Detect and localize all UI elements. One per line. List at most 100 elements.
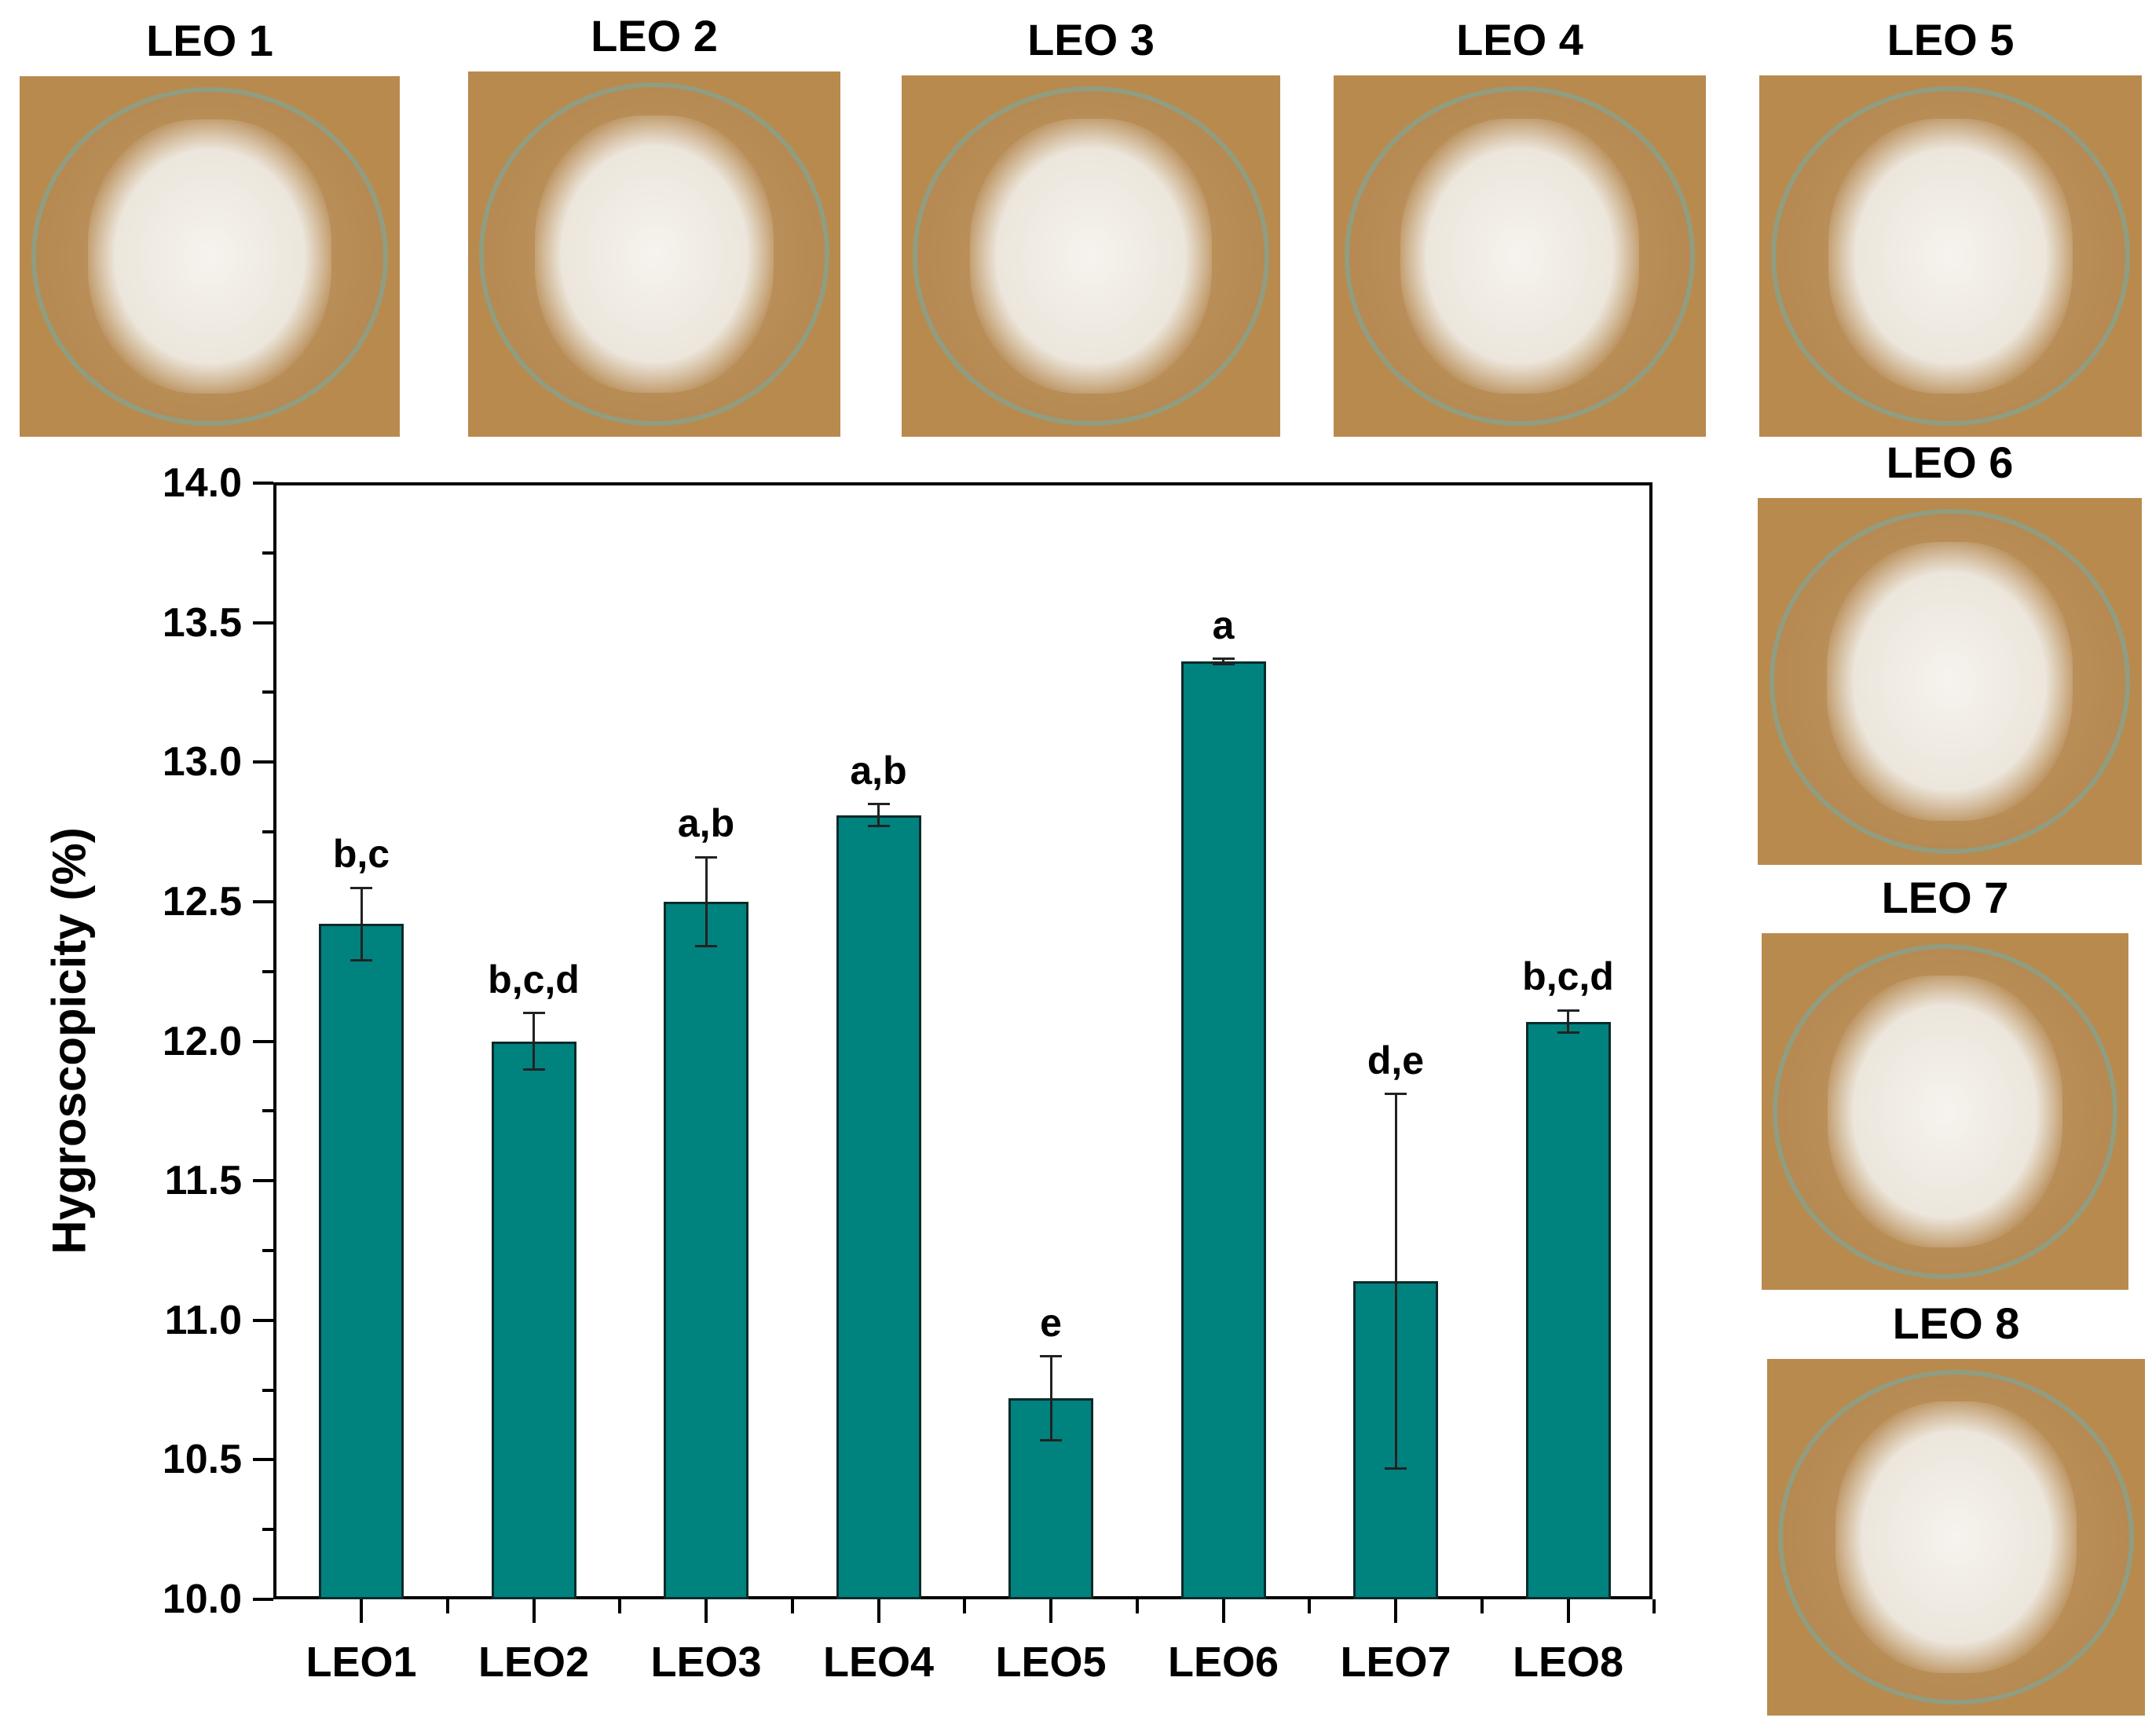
x-tick (360, 1599, 363, 1623)
bar-leo1 (319, 924, 404, 1599)
significance-letter: b,c (332, 832, 390, 877)
bar-leo4 (836, 815, 921, 1599)
significance-letter: b,c,d (488, 957, 580, 1002)
x-minor-tick (1652, 1599, 1656, 1613)
x-tick-label: LEO2 (478, 1639, 590, 1686)
y-tick (253, 621, 273, 624)
photo-label: LEO 3 (1027, 15, 1155, 64)
x-tick-label: LEO1 (306, 1639, 417, 1686)
sample-photo (1334, 75, 1706, 437)
significance-letter: a,b (850, 748, 907, 793)
sample-photo (468, 71, 840, 437)
y-tick (253, 1318, 273, 1322)
error-bar-cap (695, 855, 717, 859)
x-minor-tick (1480, 1599, 1484, 1613)
powder-sample (1828, 976, 2062, 1247)
x-minor-tick (618, 1599, 622, 1613)
y-tick (253, 1598, 273, 1601)
x-tick (532, 1599, 536, 1623)
error-bar-cap (1385, 1093, 1407, 1096)
y-tick (262, 1109, 273, 1113)
bar-leo2 (491, 1041, 576, 1599)
error-bar-cap (350, 958, 372, 961)
sample-photo (1759, 75, 2142, 437)
sample-photo (1762, 933, 2128, 1290)
y-tick-label: 11.0 (164, 1297, 242, 1343)
x-tick-label: LEO3 (650, 1639, 762, 1686)
x-tick-label: LEO8 (1512, 1639, 1624, 1686)
x-tick (1221, 1599, 1225, 1623)
x-tick (1049, 1599, 1052, 1623)
x-minor-tick (1308, 1599, 1312, 1613)
significance-letter: a (1212, 602, 1235, 647)
photo-label: LEO 5 (1887, 15, 2015, 64)
y-tick (262, 1528, 273, 1532)
error-bar-cap (695, 945, 717, 948)
powder-sample (1828, 119, 2073, 394)
error-bar (360, 888, 363, 961)
error-bar-cap (1212, 663, 1235, 666)
y-tick (253, 899, 273, 903)
powder-sample (969, 119, 1213, 394)
y-tick (262, 1388, 273, 1392)
sample-photo (1767, 1359, 2145, 1716)
y-tick (253, 482, 273, 485)
y-tick (253, 760, 273, 764)
y-tick (262, 969, 273, 973)
x-minor-tick (445, 1599, 449, 1613)
y-tick (253, 1458, 273, 1462)
error-bar-cap (1040, 1355, 1062, 1358)
error-bar (877, 804, 880, 826)
bar-leo8 (1525, 1021, 1611, 1599)
error-bar (533, 1013, 535, 1070)
error-bar-cap (1212, 657, 1235, 661)
sample-photo (902, 75, 1280, 437)
error-bar-cap (522, 1012, 545, 1015)
y-tick (262, 830, 273, 834)
y-tick-label: 13.0 (162, 739, 242, 786)
significance-letter: b,c,d (1522, 954, 1614, 999)
y-tick-label: 10.0 (162, 1577, 242, 1622)
significance-letter: e (1040, 1300, 1062, 1345)
x-minor-tick (963, 1599, 967, 1613)
sample-photo (20, 76, 400, 437)
error-bar-cap (1040, 1439, 1062, 1441)
photo-label: LEO 7 (1881, 873, 2009, 922)
powder-sample (1400, 119, 1639, 394)
sample-photo (1758, 498, 2142, 865)
error-bar (1394, 1093, 1397, 1469)
y-tick (253, 1039, 273, 1043)
photo-label: LEO 2 (591, 11, 718, 60)
y-tick (262, 1248, 273, 1252)
x-tick-label: LEO5 (995, 1639, 1107, 1686)
error-bar (1049, 1356, 1052, 1441)
x-tick (1566, 1599, 1570, 1623)
powder-sample (88, 119, 331, 394)
y-tick-label: 11.5 (164, 1158, 242, 1204)
error-bar-cap (867, 825, 890, 828)
error-bar-cap (350, 886, 372, 889)
x-tick (877, 1599, 880, 1623)
bar-leo3 (664, 901, 748, 1599)
x-tick-label: LEO7 (1340, 1639, 1451, 1686)
y-tick (253, 1179, 273, 1183)
x-tick (705, 1599, 708, 1623)
y-tick-label: 12.0 (162, 1018, 242, 1064)
y-tick-label: 13.5 (162, 599, 242, 646)
error-bar-cap (1557, 1031, 1579, 1035)
photo-label: LEO 1 (146, 16, 273, 65)
photo-label: LEO 4 (1456, 15, 1583, 64)
significance-letter: a,b (677, 801, 735, 846)
x-tick (1394, 1599, 1397, 1623)
significance-letter: d,e (1367, 1038, 1425, 1082)
error-bar-cap (1557, 1009, 1579, 1012)
y-tick-label: 14.0 (162, 460, 242, 506)
error-bar (705, 857, 708, 947)
y-tick-label: 10.5 (162, 1437, 242, 1483)
y-tick (262, 551, 273, 555)
error-bar (1567, 1010, 1569, 1033)
error-bar-cap (522, 1068, 545, 1071)
y-tick-label: 12.5 (162, 878, 242, 925)
x-tick-label: LEO4 (822, 1639, 935, 1686)
bar-leo6 (1180, 661, 1266, 1599)
